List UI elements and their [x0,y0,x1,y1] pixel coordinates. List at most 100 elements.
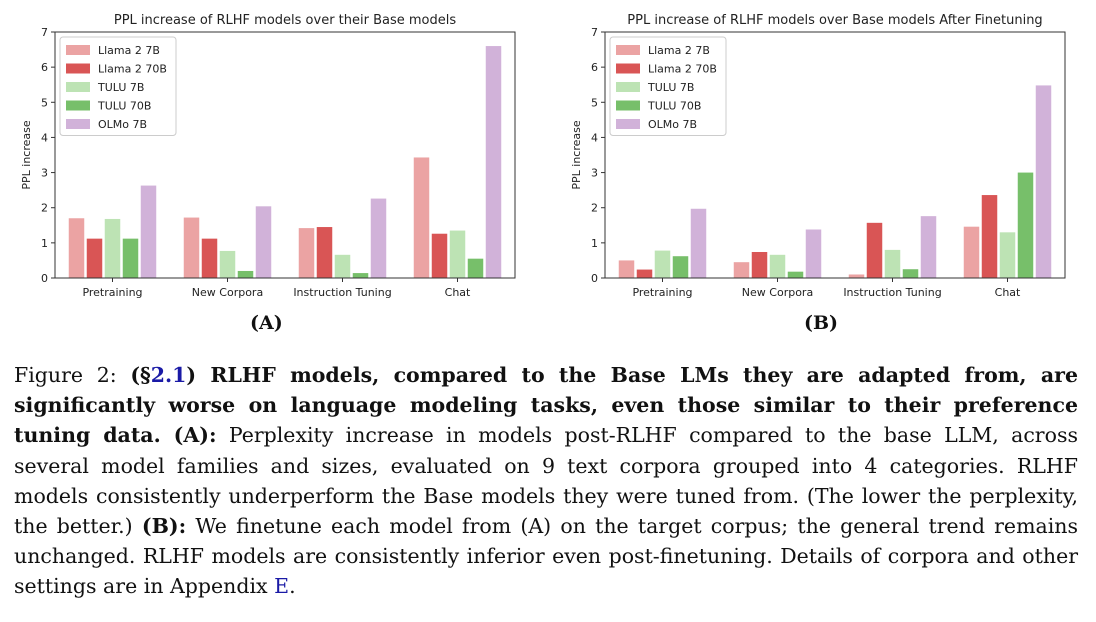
bar-2-0 [104,218,121,278]
caption-a-label: (A): [173,423,217,448]
y-tick-label: 2 [591,202,598,215]
bar-3-3 [467,258,484,278]
caption-a-text: Perplexity increase in models post-RLHF … [14,423,1078,539]
bar-2-2 [884,249,901,278]
legend-swatch-0 [616,45,640,55]
legend-swatch-3 [66,100,90,111]
bar-4-1 [805,229,822,278]
bar-3-1 [787,271,804,278]
panel-label-b: (B) [804,312,839,334]
bar-4-3 [1035,85,1052,278]
bar-3-0 [122,238,139,278]
bar-4-1 [255,206,272,278]
figure-caption: Figure 2: (§2.1) RLHF models, compared t… [14,360,1078,602]
y-tick-label: 3 [591,167,598,180]
caption-end: . [289,574,296,599]
bar-4-0 [690,208,707,278]
legend-label-3: TULU 70B [647,100,701,113]
x-tick-label: New Corpora [192,286,263,299]
legend-swatch-2 [616,82,640,92]
x-tick-label: Instruction Tuning [293,286,391,299]
bar-0-0 [68,218,85,278]
y-tick-label: 4 [591,131,598,144]
bar-4-3 [485,46,502,278]
bar-0-0 [618,260,635,278]
y-tick-label: 6 [41,61,48,74]
legend-box [59,36,177,136]
x-tick-label: New Corpora [742,286,813,299]
legend-swatch-1 [616,63,640,74]
bar-4-2 [920,216,937,278]
chart-title: PPL increase of RLHF models over their B… [114,13,456,28]
caption-b-text: We finetune each model from (A) on the t… [14,514,1079,599]
bar-0-3 [963,226,980,278]
legend-label-4: OLMo 7B [98,118,147,131]
legend-label-1: Llama 2 70B [98,63,167,76]
bar-4-0 [140,185,157,278]
bar-0-2 [298,228,315,278]
y-tick-label: 3 [41,167,48,180]
y-tick-label: 0 [41,272,48,285]
legend-swatch-2 [66,82,90,92]
caption-fig-prefix: Figure 2: [14,363,131,387]
bar-0-1 [733,262,750,278]
legend-label-0: Llama 2 7B [98,44,160,57]
plot-frame [54,31,516,279]
y-tick-label: 1 [591,237,598,250]
x-tick-label: Instruction Tuning [843,286,941,299]
bar-1-1 [751,251,768,278]
bar-3-1 [237,270,254,278]
bar-1-0 [86,238,103,278]
legend-swatch-1 [66,63,90,74]
chart-title: PPL increase of RLHF models over Base mo… [627,13,1042,28]
y-tick-label: 7 [591,26,598,39]
caption-bold-open: (§ [130,363,151,387]
x-tick-label: Chat [445,286,471,299]
x-tick-label: Pretraining [632,286,692,299]
legend-box [609,36,727,136]
bar-1-3 [431,233,448,278]
legend-label-2: TULU 7B [647,81,694,94]
bar-0-2 [848,274,865,278]
legend-label-0: Llama 2 7B [648,44,710,57]
bar-4-2 [370,198,387,278]
panel-label-a: (A) [250,312,283,334]
bar-2-1 [769,254,786,278]
bar-1-1 [201,238,218,278]
caption-b-label: (B): [141,514,187,539]
legend-label-2: TULU 7B [97,81,144,94]
bar-2-1 [219,250,236,278]
caption-bold-main: ) RLHF models, compared to the Base LMs … [14,363,1078,448]
bar-0-1 [183,217,200,278]
y-tick-label: 4 [41,131,48,144]
plot-frame [604,31,1066,279]
bar-3-3 [1017,172,1034,278]
x-tick-label: Pretraining [82,286,142,299]
legend-label-4: OLMo 7B [648,118,697,131]
bar-0-3 [413,157,430,278]
y-tick-label: 0 [591,272,598,285]
bar-1-0 [636,269,653,278]
bar-2-3 [999,232,1016,278]
legend-swatch-4 [616,119,640,129]
legend-swatch-3 [616,100,640,111]
bar-2-2 [334,254,351,278]
legend-label-3: TULU 70B [97,100,151,113]
bar-2-3 [449,230,466,278]
chart-a: PPL increase of RLHF models over their B… [20,13,516,299]
legend-swatch-4 [66,119,90,129]
y-axis-label: PPL increase [570,120,583,189]
legend-swatch-0 [66,45,90,55]
y-tick-label: 6 [591,61,598,74]
bar-1-2 [316,227,333,278]
y-tick-label: 2 [41,202,48,215]
x-tick-label: Chat [995,286,1021,299]
bar-3-2 [352,273,369,278]
bar-3-2 [902,269,919,278]
bar-2-0 [654,250,671,278]
y-tick-label: 1 [41,237,48,250]
section-link[interactable]: 2.1 [150,363,187,387]
y-axis-label: PPL increase [20,120,33,189]
appendix-link[interactable]: E [274,574,290,599]
bar-3-0 [672,256,689,278]
